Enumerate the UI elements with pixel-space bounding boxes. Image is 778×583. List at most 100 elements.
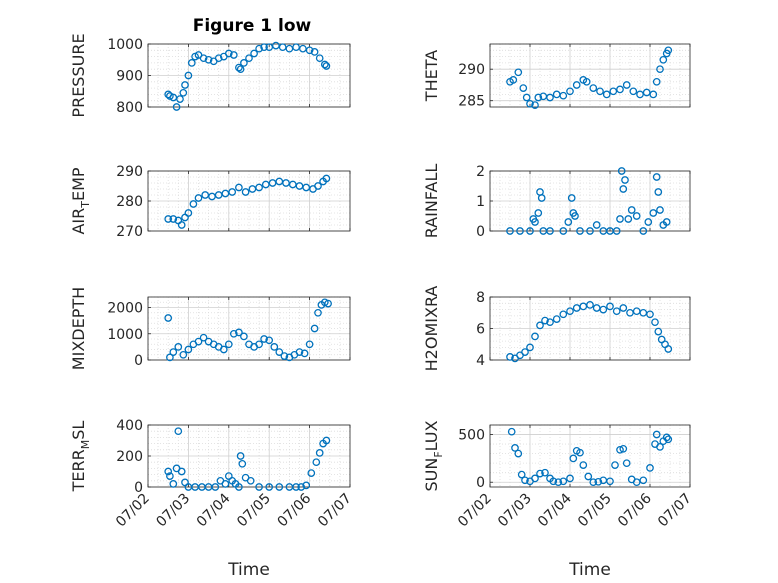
y-tick-label: 0 — [134, 480, 143, 496]
y-tick-label: 1 — [476, 194, 485, 210]
data-point — [310, 324, 319, 333]
data-point — [571, 212, 579, 220]
data-point — [181, 81, 189, 89]
data-point — [586, 301, 594, 309]
data-point — [166, 353, 174, 362]
data-point — [221, 480, 230, 488]
data-point — [594, 477, 603, 486]
data-point — [654, 188, 663, 196]
x-tick-label: 07/07 — [315, 491, 355, 531]
data-point — [228, 188, 237, 196]
data-point — [541, 468, 549, 477]
data-point — [235, 328, 243, 337]
data-point — [169, 348, 178, 356]
data-point — [526, 99, 534, 108]
data-series — [164, 298, 332, 362]
x-tick-label: 07/06 — [615, 490, 655, 530]
data-point — [312, 458, 321, 467]
x-tick-label: 07/03 — [495, 491, 535, 531]
y-tick-label: 800 — [116, 100, 143, 116]
y-tick-label: 1000 — [107, 37, 143, 53]
data-point — [265, 336, 274, 345]
data-point — [616, 85, 624, 94]
data-point — [506, 227, 514, 235]
data-point — [235, 483, 243, 491]
data-point — [536, 321, 544, 330]
figure-title: Figure 1 low — [193, 16, 312, 36]
data-point — [546, 318, 554, 327]
x-tick-label: 07/03 — [153, 491, 193, 531]
data-point — [642, 88, 651, 97]
data-point — [184, 209, 193, 217]
data-point — [305, 340, 314, 349]
subplot-pressure: 800 900 1000 PRESSURE — [69, 33, 351, 118]
data-point — [632, 478, 641, 487]
data-point — [609, 87, 618, 96]
data-point — [177, 221, 186, 229]
data-point — [572, 81, 581, 89]
data-point — [564, 218, 573, 226]
data-point — [199, 54, 208, 63]
data-point — [652, 430, 661, 439]
data-point — [322, 62, 331, 70]
data-point — [246, 476, 255, 485]
data-point — [516, 227, 524, 235]
data-point — [324, 299, 332, 308]
data-point — [654, 327, 663, 336]
data-point — [261, 180, 270, 189]
y-tick-label: 200 — [116, 449, 143, 465]
data-point — [531, 218, 539, 226]
data-point — [541, 316, 549, 325]
data-point — [622, 81, 631, 89]
data-point — [664, 435, 673, 444]
data-point — [517, 470, 526, 479]
x-axis-label: Time — [227, 560, 270, 580]
data-point — [292, 483, 300, 491]
data-point — [275, 483, 284, 491]
data-point — [586, 227, 594, 235]
data-point — [589, 478, 598, 487]
data-point — [619, 185, 628, 193]
data-point — [302, 481, 311, 490]
data-point — [659, 55, 668, 64]
subplot-rainfall: 0 1 2 RAINFALL — [422, 164, 691, 240]
data-point — [616, 215, 624, 223]
data-point — [639, 227, 648, 235]
x-tick-label: 07/05 — [234, 491, 274, 531]
data-point — [612, 307, 621, 316]
data-point — [526, 227, 534, 235]
y-tick-label: 1000 — [107, 327, 143, 343]
data-point — [649, 90, 658, 99]
data-series — [506, 301, 673, 363]
data-point — [255, 340, 263, 349]
data-point — [537, 194, 546, 202]
data-point — [619, 444, 628, 453]
data-point — [169, 480, 178, 488]
data-point — [238, 459, 247, 468]
data-point — [164, 467, 173, 476]
y-tick-label: 0 — [476, 475, 485, 491]
data-point — [184, 345, 193, 354]
data-point — [632, 212, 641, 220]
data-point — [314, 182, 322, 190]
data-point — [521, 476, 529, 485]
data-point — [305, 46, 314, 55]
data-point — [221, 189, 230, 198]
data-point — [255, 183, 263, 192]
data-point — [514, 449, 523, 458]
data-point — [592, 221, 601, 229]
data-point — [546, 227, 554, 235]
data-point — [322, 174, 331, 183]
data-point — [179, 350, 188, 359]
data-point — [172, 103, 181, 111]
subplot-h2omixra: 4 6 8 H2OMIXRA — [422, 286, 691, 371]
data-point — [511, 444, 519, 452]
data-point — [189, 200, 198, 208]
data-point — [164, 314, 173, 322]
y-tick-label: 6 — [476, 322, 485, 338]
data-point — [322, 436, 331, 445]
data-point — [204, 55, 213, 64]
x-tick-label: 07/07 — [655, 491, 695, 531]
data-point — [534, 209, 543, 217]
data-point — [554, 478, 563, 487]
